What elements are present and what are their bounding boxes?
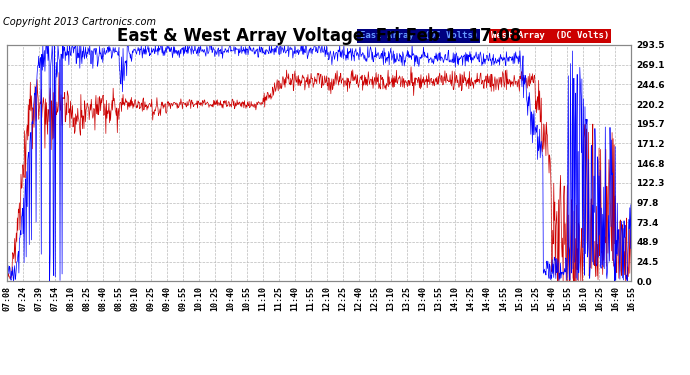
Text: Copyright 2013 Cartronics.com: Copyright 2013 Cartronics.com (3, 17, 157, 27)
Text: East Array  (DC Volts): East Array (DC Volts) (359, 31, 478, 40)
Title: East & West Array Voltage  Fri Feb 1  17:08: East & West Array Voltage Fri Feb 1 17:0… (117, 27, 521, 45)
Text: West Array  (DC Volts): West Array (DC Volts) (491, 31, 609, 40)
